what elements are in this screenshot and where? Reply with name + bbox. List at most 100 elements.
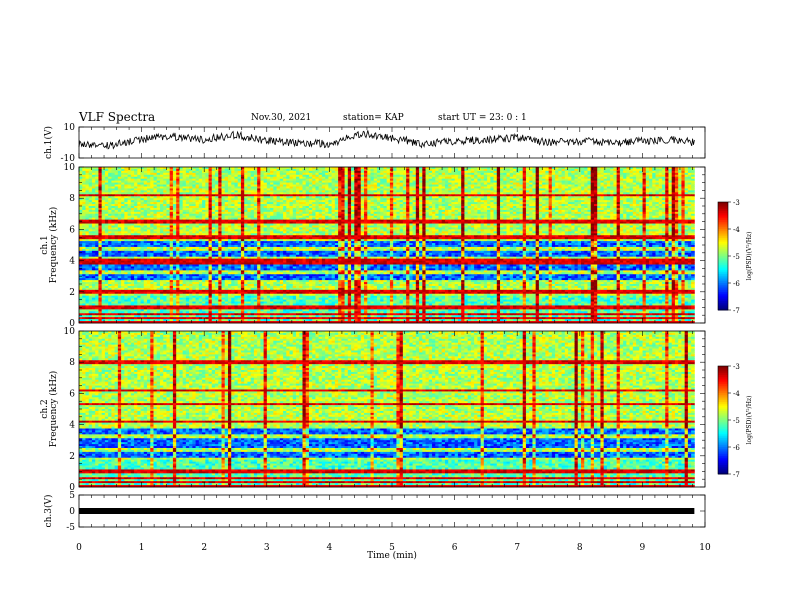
spectrogram-cell — [221, 172, 226, 176]
spectrogram-cell — [593, 174, 598, 178]
spectrogram-cell — [370, 192, 375, 195]
spectrogram-cell — [117, 180, 122, 183]
ch1-trace — [78, 130, 695, 150]
spectrogram-cell — [91, 192, 96, 195]
spectrogram-cell — [623, 182, 627, 185]
spectrogram-cell — [240, 174, 245, 178]
spectrogram-cell — [590, 182, 595, 185]
spectrogram-cell — [156, 186, 161, 189]
spectrogram-cell — [227, 182, 232, 185]
spectrogram-cell — [364, 182, 368, 185]
spectrogram-cell — [202, 174, 206, 178]
spectrogram-cell — [279, 192, 284, 195]
spectrogram-cell — [253, 194, 258, 197]
spectrogram-cell — [509, 198, 514, 201]
spectrogram-cell — [422, 174, 426, 178]
spectrogram-cell — [645, 168, 650, 172]
spectrogram-cell — [425, 194, 430, 197]
spectrogram-cell — [334, 168, 339, 172]
spectrogram-cell — [169, 180, 174, 183]
spectrogram-cell — [454, 194, 459, 197]
spectrogram-cell — [289, 186, 294, 189]
spectrogram-cell — [402, 188, 407, 191]
spectrogram-cell — [321, 178, 326, 182]
spectrogram-cell — [632, 182, 637, 185]
spectrogram-cell — [111, 182, 116, 185]
spectrogram-cell — [425, 190, 430, 193]
spectrogram-cell — [227, 188, 232, 191]
spectrogram-cell — [603, 190, 608, 193]
spectrogram-cell — [652, 186, 656, 189]
spectrogram-cell — [321, 180, 326, 183]
spectrogram-cell — [645, 188, 650, 191]
spectrogram-cell — [389, 174, 394, 178]
spectrogram-cell — [224, 168, 229, 172]
spectrogram-cell — [111, 198, 116, 201]
spectrogram-cell — [286, 176, 290, 180]
spectrogram-cell — [189, 198, 193, 201]
spectrogram-cell — [273, 194, 277, 197]
spectrogram-cell — [351, 198, 355, 201]
spectrogram-cell — [166, 180, 171, 183]
spectrogram-cell — [124, 184, 128, 187]
spectrogram-cell — [529, 178, 533, 182]
spectrogram-cell — [474, 194, 478, 197]
spectrogram-cell — [590, 174, 595, 178]
spectrogram-cell — [606, 184, 611, 187]
spectrogram-cell — [548, 172, 553, 176]
spectrogram-cell — [425, 186, 430, 189]
spectrogram-cell — [691, 184, 695, 187]
spectrogram-cell — [98, 174, 103, 178]
spectrogram-cell — [370, 186, 375, 189]
spectrogram-cell — [500, 198, 504, 201]
spectrogram-cell — [600, 178, 605, 182]
spectrogram-cell — [658, 168, 663, 172]
spectrogram-cell — [461, 186, 465, 189]
spectrogram-cell — [419, 170, 423, 174]
spectrogram-cell — [639, 180, 643, 183]
spectrogram-cell — [247, 194, 252, 197]
spectrogram-cell — [111, 167, 116, 170]
spectrogram-cell — [376, 194, 381, 197]
spectrogram-cell — [487, 167, 491, 170]
spectrogram-cell — [198, 172, 203, 176]
spectrogram-cell — [283, 190, 287, 193]
spectrogram-cell — [519, 188, 524, 191]
spectrogram-cell — [257, 198, 261, 201]
spectrogram-cell — [691, 172, 695, 176]
spectrogram-cell — [147, 178, 151, 182]
spectrogram-cell — [444, 192, 449, 195]
spectrogram-cell — [584, 170, 588, 174]
spectrogram-cell — [542, 167, 546, 170]
spectrogram-cell — [490, 196, 494, 199]
spectrogram-cell — [691, 186, 695, 189]
spectrogram-cell — [658, 192, 663, 195]
spectrogram-cell — [231, 174, 235, 178]
spectrogram-cell — [156, 174, 161, 178]
spectrogram-cell — [451, 170, 456, 174]
spectrogram-cell — [111, 178, 116, 182]
spectrogram-cell — [79, 198, 83, 201]
spectrogram-cell — [295, 196, 300, 199]
spectrogram-cell — [205, 174, 209, 178]
spectrogram-cell — [674, 186, 679, 189]
spectrogram-cell — [82, 182, 86, 185]
spectrogram-cell — [292, 174, 297, 178]
spectrogram-cell — [639, 192, 643, 195]
spectrogram-cell — [590, 168, 595, 172]
spectrogram-cell — [428, 180, 433, 183]
spectrogram-cell — [448, 188, 452, 191]
spectrogram-cell — [691, 180, 695, 183]
spectrogram-cell — [250, 184, 255, 187]
spectrogram-cell — [205, 192, 209, 195]
spectrogram-cell — [370, 167, 375, 170]
spectrogram-cell — [665, 188, 669, 191]
spectrogram-cell — [535, 192, 540, 195]
spectrogram-cell — [351, 180, 355, 183]
spectrogram-cell — [273, 192, 277, 195]
spectrogram-cell — [396, 178, 401, 182]
spectrogram-cell — [98, 180, 103, 183]
spectrogram-cell — [312, 186, 316, 189]
spectrogram-cell — [338, 168, 342, 172]
spectrogram-cell — [432, 174, 436, 178]
